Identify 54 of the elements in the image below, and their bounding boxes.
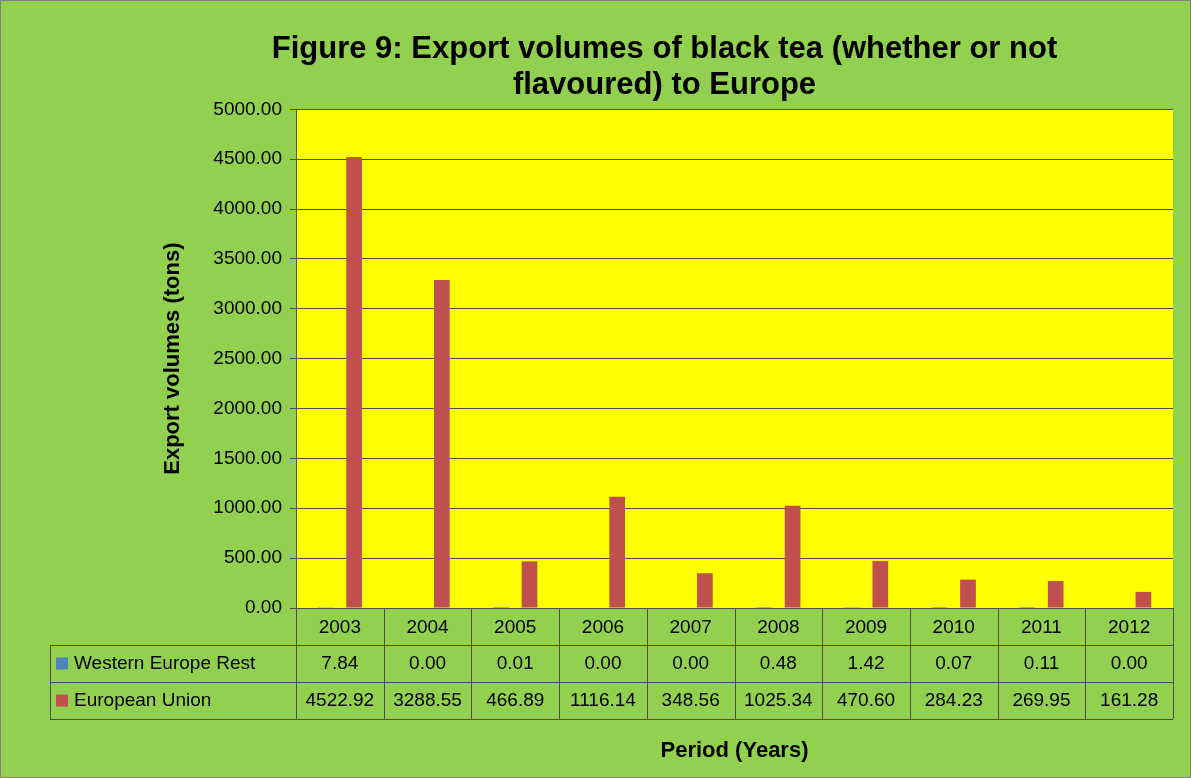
- y-tick-label: 0.00: [245, 596, 282, 618]
- y-tick-label: 3500.00: [213, 247, 282, 269]
- x-tick-label: 2003: [318, 615, 361, 637]
- y-tick-label: 500.00: [223, 546, 282, 568]
- legend-label: European Union: [74, 688, 212, 710]
- data-label: 3288.55: [393, 688, 462, 710]
- y-tick-label: 1500.00: [213, 446, 282, 468]
- y-tick-label: 2500.00: [213, 346, 282, 368]
- data-label: 0.00: [584, 651, 622, 673]
- x-tick-label: 2006: [581, 615, 625, 637]
- data-label: 0.11: [1023, 651, 1060, 673]
- data-label: 0.00: [409, 651, 447, 673]
- data-label: 1025.34: [744, 688, 814, 710]
- data-label: 1116.14: [570, 688, 637, 710]
- x-tick-label: 2008: [757, 615, 800, 637]
- y-axis-title: Export volumes (tons): [159, 242, 185, 475]
- bar: [609, 496, 626, 608]
- bar: [521, 561, 538, 608]
- bar: [784, 505, 801, 608]
- x-tick-label: 2004: [406, 615, 450, 637]
- bar: [1047, 581, 1064, 608]
- y-tick-label: 1000.00: [213, 496, 282, 518]
- data-label: 348.56: [661, 688, 720, 710]
- y-tick-label: 4000.00: [213, 197, 282, 219]
- x-axis-title: Period (Years): [660, 736, 809, 762]
- bar: [872, 561, 889, 608]
- data-label: 0.00: [1110, 651, 1148, 673]
- x-tick-label: 2007: [669, 615, 712, 637]
- data-label: 1.42: [847, 651, 885, 673]
- x-tick-label: 2009: [844, 615, 888, 637]
- data-label: 470.60: [836, 688, 896, 710]
- bar: [433, 280, 450, 608]
- x-tick-label: 2012: [1108, 615, 1151, 637]
- data-label: 466.89: [486, 688, 545, 710]
- y-tick-label: 4500.00: [213, 147, 282, 169]
- x-tick-label: 2010: [932, 615, 975, 637]
- x-tick-label: 2011: [1021, 615, 1062, 637]
- bar: [960, 579, 976, 608]
- y-tick-label: 3000.00: [213, 297, 282, 319]
- data-label: 4522.92: [305, 688, 375, 710]
- legend-label: Western Europe Rest: [74, 651, 257, 673]
- bar: [697, 573, 713, 608]
- data-label: 0.00: [672, 651, 710, 673]
- data-label: 0.07: [935, 651, 973, 673]
- data-label: 269.95: [1012, 688, 1071, 710]
- data-label: 0.48: [759, 651, 797, 673]
- data-label: 0.01: [496, 651, 534, 673]
- data-label: 284.23: [924, 688, 983, 710]
- y-tick-label: 2000.00: [213, 396, 282, 418]
- bar: [1135, 591, 1152, 608]
- data-label: 7.84: [321, 651, 359, 673]
- x-tick-label: 2005: [494, 615, 537, 637]
- bar: [346, 156, 362, 608]
- data-label: 161.28: [1100, 688, 1159, 710]
